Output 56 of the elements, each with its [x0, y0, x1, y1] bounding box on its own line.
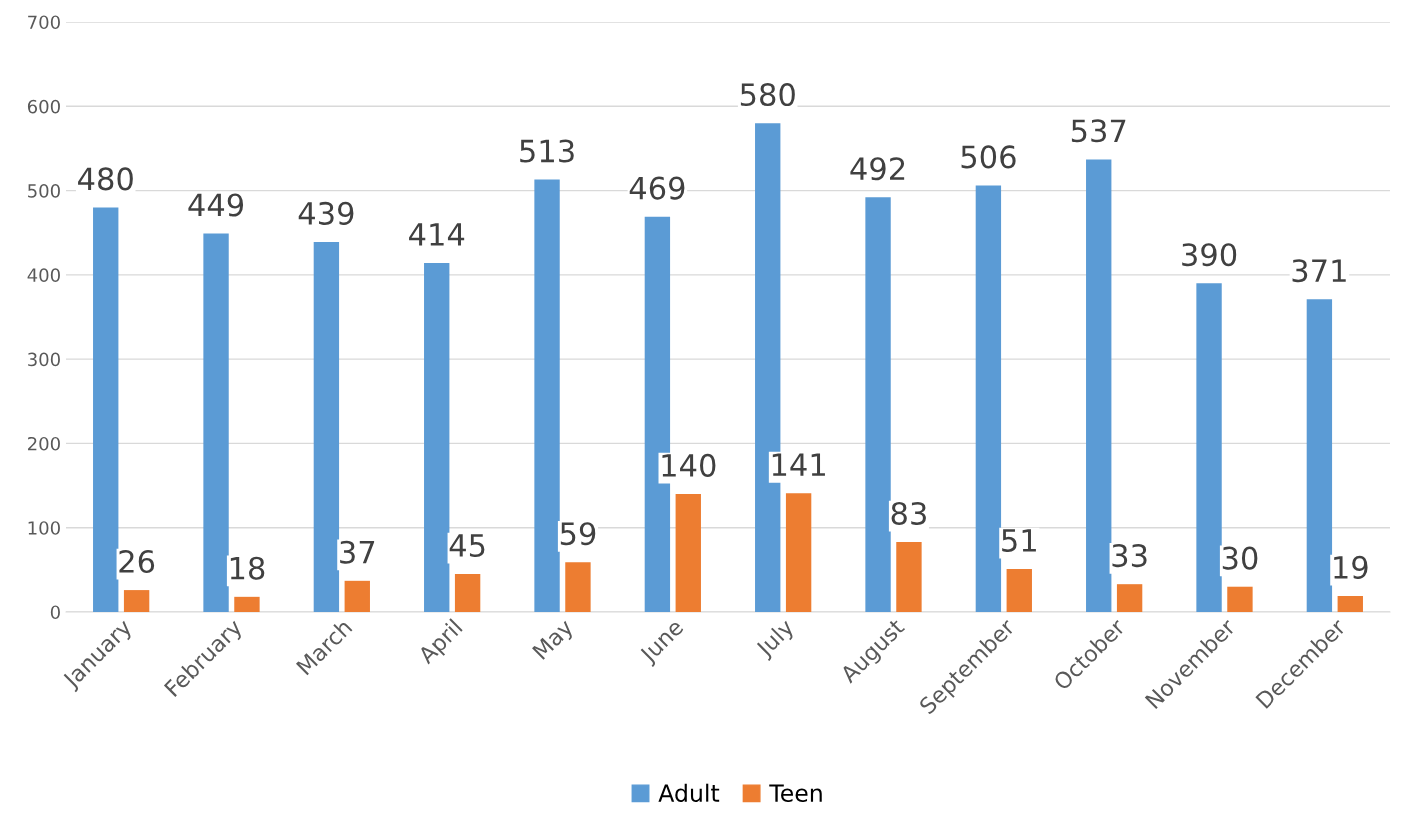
data-label: 83 — [891, 501, 926, 526]
bar — [785, 493, 812, 612]
data-label: 45 — [449, 534, 485, 558]
data-label: 513 — [520, 139, 574, 163]
y-tick-label: 100 — [28, 521, 60, 535]
bar — [896, 542, 922, 612]
data-label: 439 — [298, 201, 354, 225]
data-label: 480 — [78, 167, 133, 191]
data-label: 371 — [1292, 259, 1346, 283]
data-label: 492 — [850, 157, 905, 181]
y-tick-label: 300 — [28, 352, 60, 367]
data-label: 33 — [1112, 544, 1147, 568]
y-tick-label: 400 — [27, 268, 60, 282]
y-tick-label: 200 — [28, 436, 60, 451]
bar — [1337, 595, 1363, 612]
y-tick-label: 0 — [50, 605, 60, 620]
y-tick-label: 700 — [28, 15, 60, 30]
bar — [675, 494, 701, 612]
y-tick-label: 600 — [27, 99, 60, 114]
legend-label: Teen — [769, 784, 822, 802]
bar — [344, 580, 370, 612]
bar — [565, 562, 591, 612]
data-label: 26 — [119, 549, 155, 574]
data-label: 414 — [409, 223, 465, 246]
bar — [424, 263, 450, 612]
bar — [123, 590, 150, 612]
y-tick-label: 500 — [28, 184, 60, 198]
bar — [1116, 584, 1143, 612]
bar — [1306, 299, 1333, 612]
bar — [1196, 283, 1222, 612]
bar — [975, 185, 1002, 612]
data-label: 30 — [1222, 546, 1258, 570]
data-label: 140 — [662, 453, 716, 477]
bar — [865, 197, 891, 612]
bar — [203, 233, 229, 612]
legend-label: Adult — [658, 783, 720, 802]
bar — [234, 596, 260, 612]
bar — [1227, 586, 1253, 612]
bar — [1086, 159, 1112, 612]
bar — [1006, 569, 1032, 612]
bar — [93, 207, 119, 612]
data-label: 449 — [188, 193, 244, 217]
bar — [534, 179, 560, 612]
data-label: 51 — [1002, 529, 1036, 552]
data-label: 19 — [1334, 555, 1368, 579]
data-label: 18 — [230, 556, 265, 580]
data-label: 59 — [560, 522, 596, 546]
data-label: 37 — [340, 540, 375, 564]
data-label: 506 — [961, 145, 1016, 169]
data-label: 469 — [629, 176, 685, 200]
bar — [313, 241, 340, 612]
data-label: 580 — [740, 83, 795, 107]
bar — [454, 574, 481, 612]
data-label: 141 — [772, 453, 825, 476]
data-label: 537 — [1071, 119, 1126, 143]
data-label: 390 — [1182, 243, 1237, 267]
